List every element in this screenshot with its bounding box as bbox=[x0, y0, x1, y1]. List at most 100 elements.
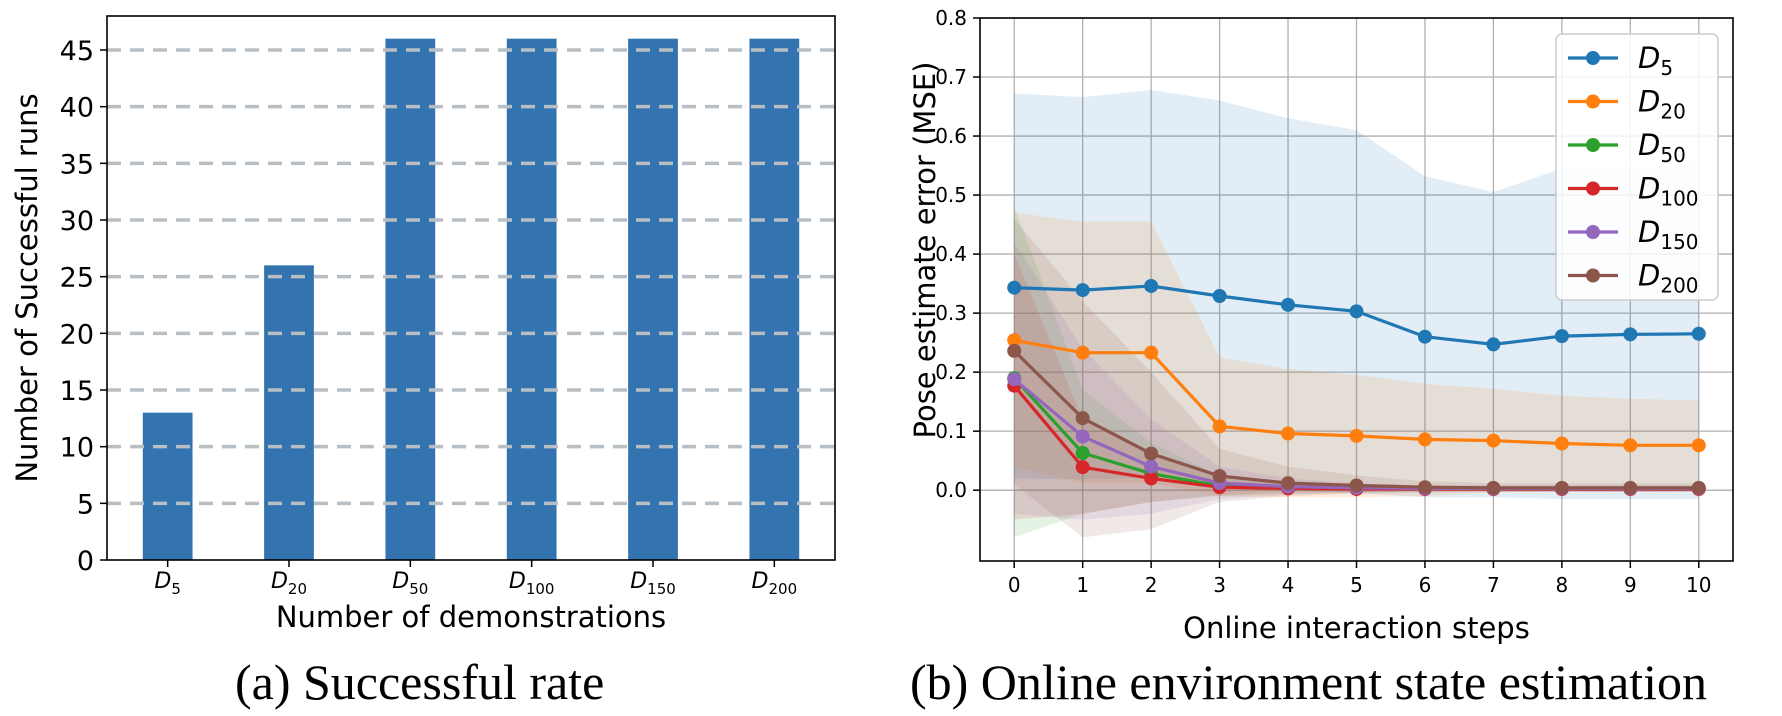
band-D100 bbox=[1014, 254, 1699, 520]
line-chart-pose-estimate-error: 0 1 2 3 4 5 6 7 8 9 10 0.0 0.1 0.2 0.3 0.4 0.5 0.6 0.7 0.8 O… bbox=[908, 6, 1734, 645]
point-D5-10 bbox=[1691, 326, 1706, 341]
point-D5-9 bbox=[1623, 327, 1638, 342]
x-tick-label-6: 6 bbox=[1419, 573, 1432, 597]
point-D20-10 bbox=[1691, 438, 1706, 453]
point-D150-1 bbox=[1075, 429, 1090, 444]
point-D20-8 bbox=[1554, 436, 1569, 451]
y-axis-label: Pose estimate error (MSE) bbox=[908, 62, 942, 439]
legend-marker-D50 bbox=[1586, 138, 1600, 152]
point-D20-3 bbox=[1212, 419, 1227, 434]
x-tick-label-3: 3 bbox=[1213, 573, 1226, 597]
point-D5-2 bbox=[1144, 278, 1159, 293]
x-tick-label-2: 2 bbox=[1145, 573, 1158, 597]
point-D200-0 bbox=[1007, 343, 1022, 358]
point-D5-1 bbox=[1075, 283, 1090, 298]
caption-b: (b) Online environment state estimation bbox=[910, 654, 1708, 710]
point-D20-9 bbox=[1623, 438, 1638, 453]
point-D200-9 bbox=[1623, 480, 1638, 495]
y-tick-label-5: 5 bbox=[77, 489, 94, 520]
y-tick-label-30: 30 bbox=[60, 206, 94, 237]
y-tick-label-0.6: 0.6 bbox=[935, 124, 967, 148]
y-tick-label-15: 15 bbox=[60, 376, 94, 407]
legend-label-D50: D50 bbox=[1638, 128, 1686, 167]
y-tick-label-25: 25 bbox=[60, 263, 94, 294]
x-tick-label-10: 10 bbox=[1686, 573, 1711, 597]
x-tick-label-D200: D200 bbox=[752, 569, 798, 598]
point-D200-4 bbox=[1281, 476, 1296, 491]
x-tick-label-D150: D150 bbox=[630, 569, 676, 598]
point-D5-6 bbox=[1417, 329, 1432, 344]
x-tick-label-8: 8 bbox=[1555, 573, 1568, 597]
legend-label-D200: D200 bbox=[1638, 259, 1699, 298]
y-tick-label-20: 20 bbox=[60, 319, 94, 350]
x-tick-label-D5: D5 bbox=[154, 569, 181, 598]
bar-D50 bbox=[385, 38, 436, 560]
point-D20-2 bbox=[1144, 345, 1159, 360]
x-axis-label: Number of demonstrations bbox=[276, 600, 666, 634]
legend-label-D20: D20 bbox=[1638, 85, 1686, 124]
point-D200-3 bbox=[1212, 469, 1227, 484]
point-D150-2 bbox=[1144, 459, 1159, 474]
point-D5-5 bbox=[1349, 304, 1364, 319]
bar-chart-successful-runs: 0 5 10 15 20 25 30 35 40 45 D5 D20 D50 D100 D150 D200 Nu… bbox=[10, 15, 836, 634]
y-axis-label: Number of Successful runs bbox=[10, 93, 44, 482]
point-D5-4 bbox=[1281, 297, 1296, 312]
x-tick-label-5: 5 bbox=[1350, 573, 1363, 597]
y-tick-label-0.7: 0.7 bbox=[935, 65, 967, 89]
caption-a: (a) Successful rate bbox=[235, 654, 605, 710]
y-tick-label-45: 45 bbox=[60, 36, 94, 67]
band-D150 bbox=[1014, 242, 1699, 520]
x-tick-label-1: 1 bbox=[1076, 573, 1089, 597]
point-D20-1 bbox=[1075, 345, 1090, 360]
y-tick-label-0.2: 0.2 bbox=[935, 360, 967, 384]
plot-frame bbox=[106, 15, 836, 561]
y-tick-label-10: 10 bbox=[60, 433, 94, 464]
point-D200-2 bbox=[1144, 446, 1159, 461]
band-D20 bbox=[1014, 212, 1699, 498]
bar-D20 bbox=[264, 265, 314, 560]
point-D20-4 bbox=[1281, 426, 1296, 441]
point-D50-1 bbox=[1075, 445, 1090, 460]
point-D200-7 bbox=[1486, 480, 1501, 495]
legend-box bbox=[1555, 33, 1719, 301]
legend-marker-D150 bbox=[1586, 225, 1600, 239]
legend-marker-D20 bbox=[1586, 94, 1600, 109]
y-tick-label-0.8: 0.8 bbox=[935, 6, 967, 30]
point-D100-1 bbox=[1075, 460, 1090, 475]
y-tick-label-0.5: 0.5 bbox=[935, 183, 967, 207]
legend-marker-D5 bbox=[1586, 51, 1600, 65]
legend-label-D150: D150 bbox=[1638, 215, 1699, 254]
bar-D5 bbox=[142, 412, 193, 560]
point-D20-5 bbox=[1349, 428, 1364, 443]
point-D100-2 bbox=[1144, 471, 1159, 486]
legend: D5 D20 D50 D100 D150 D200 bbox=[1555, 33, 1719, 301]
y-tick-label-0.1: 0.1 bbox=[935, 419, 967, 443]
legend-label-D100: D100 bbox=[1638, 172, 1699, 211]
legend-marker-D200 bbox=[1586, 268, 1600, 283]
x-tick-label-4: 4 bbox=[1282, 573, 1295, 597]
bar-D100 bbox=[506, 38, 557, 560]
y-tick-label-0.4: 0.4 bbox=[935, 242, 967, 266]
point-D5-8 bbox=[1554, 329, 1569, 344]
bar-D150 bbox=[628, 38, 678, 560]
x-tick-label-D20: D20 bbox=[271, 569, 307, 598]
band-D50 bbox=[1014, 206, 1699, 538]
x-tick-label-0: 0 bbox=[1008, 573, 1021, 597]
y-tick-label-0.0: 0.0 bbox=[935, 478, 967, 502]
x-tick-label-7: 7 bbox=[1487, 573, 1500, 597]
point-D5-7 bbox=[1486, 337, 1501, 352]
y-tick-label-0.3: 0.3 bbox=[935, 301, 967, 325]
x-tick-label-D100: D100 bbox=[509, 569, 555, 598]
x-tick-label-9: 9 bbox=[1624, 573, 1637, 597]
point-D150-0 bbox=[1007, 372, 1022, 387]
point-D20-0 bbox=[1007, 333, 1022, 348]
point-D200-8 bbox=[1554, 480, 1569, 495]
point-D200-6 bbox=[1417, 480, 1432, 495]
point-D20-7 bbox=[1486, 433, 1501, 448]
point-D200-5 bbox=[1349, 478, 1364, 493]
point-D200-1 bbox=[1075, 411, 1090, 426]
y-tick-label-40: 40 bbox=[60, 93, 94, 124]
legend-marker-D100 bbox=[1586, 181, 1600, 196]
y-tick-label-35: 35 bbox=[60, 149, 94, 180]
